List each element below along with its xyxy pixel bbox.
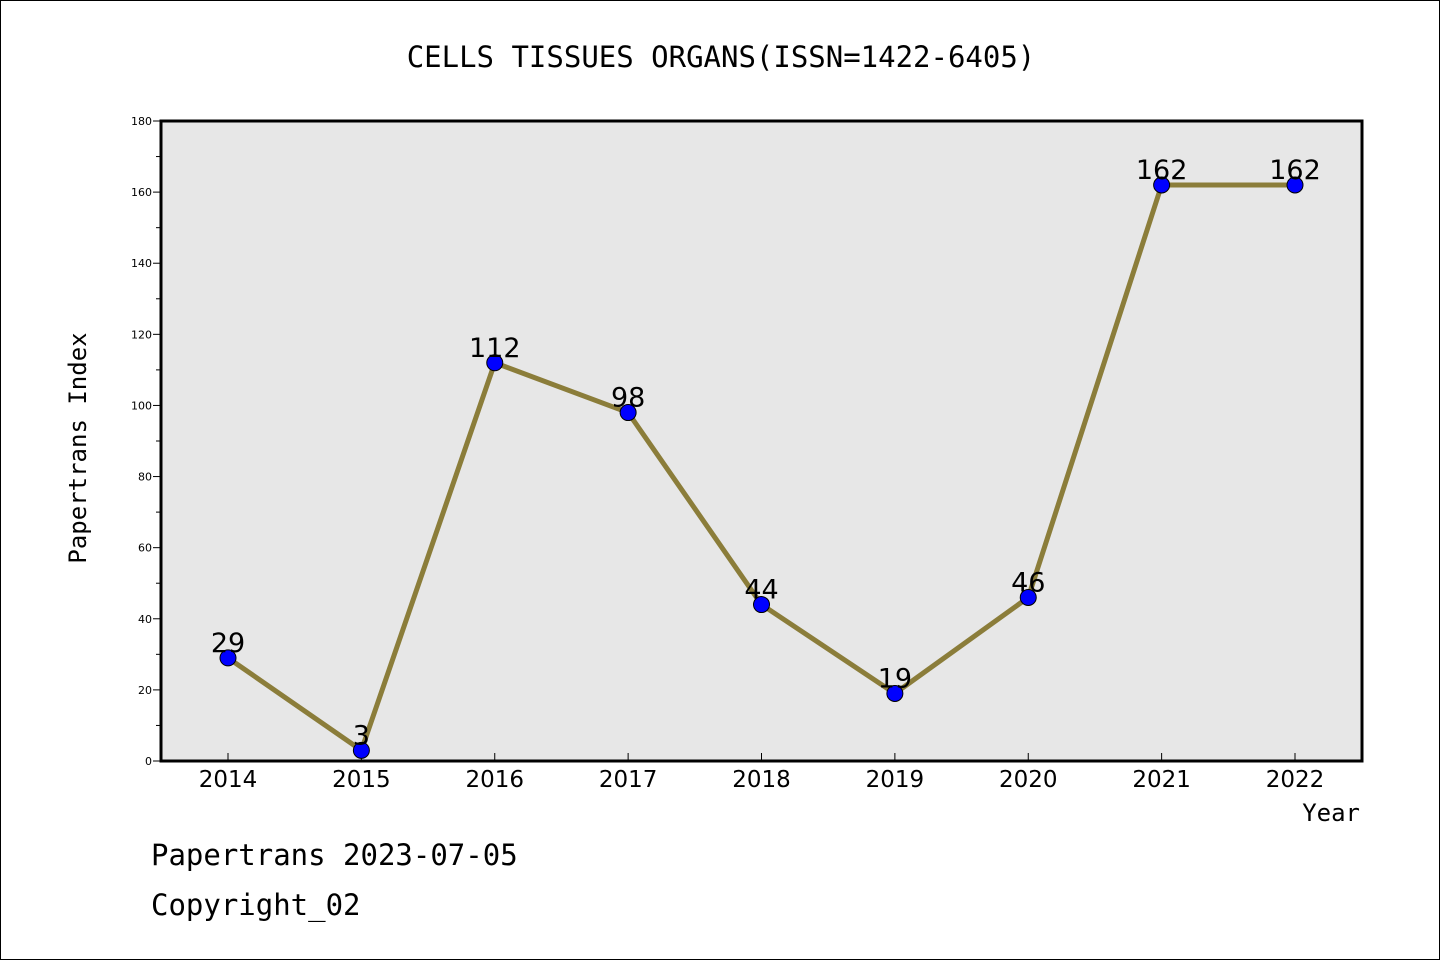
data-point (619, 404, 637, 422)
x-tick-label: 2020 (999, 767, 1058, 793)
data-point (1019, 588, 1037, 606)
chart-title: CELLS TISSUES ORGANS(ISSN=1422-6405) (407, 40, 1036, 74)
y-axis: 0 20 40 60 80 100 120 140 160 180 (131, 115, 161, 768)
data-label: 19 (878, 663, 912, 694)
series-layer (219, 176, 1304, 759)
y-tick-label: 20 (138, 684, 152, 697)
y-tick-label: 60 (138, 542, 152, 555)
x-tick-label: 2015 (332, 767, 391, 793)
y-axis-label: Papertrans Index (64, 332, 92, 563)
x-tick-label: 2022 (1266, 767, 1325, 793)
data-label: 98 (611, 383, 645, 414)
x-tick-label: 2016 (465, 767, 524, 793)
data-labels: 29 3 112 98 44 19 46 162 162 (211, 155, 1321, 751)
y-tick-label: 160 (131, 186, 152, 199)
data-point (753, 596, 770, 614)
data-label: 112 (469, 333, 521, 364)
data-label: 46 (1011, 567, 1045, 598)
x-tick-label: 2021 (1132, 767, 1191, 793)
y-tick-label: 140 (131, 257, 152, 270)
data-label: 162 (1136, 155, 1188, 186)
x-tick-label: 2019 (866, 767, 925, 793)
footer-copyright: Copyright_02 (151, 888, 361, 923)
y-tick-label: 120 (131, 328, 152, 341)
y-tick-label: 180 (131, 115, 152, 128)
plot-area (159, 119, 1364, 763)
x-axis: 2014 2015 2016 2017 2018 2019 2020 2021 2022 (199, 753, 1325, 793)
y-tick-label: 40 (138, 613, 152, 626)
footer-date: Papertrans 2023-07-05 (151, 838, 518, 872)
data-label: 3 (353, 720, 370, 751)
data-point (1153, 176, 1171, 194)
x-tick-label: 2014 (199, 767, 258, 793)
y-tick-label: 0 (145, 755, 152, 768)
x-tick-label: 2018 (732, 767, 791, 793)
data-point (1286, 176, 1304, 194)
data-point (886, 684, 904, 702)
x-axis-label: Year (1302, 799, 1360, 827)
data-point (352, 741, 370, 759)
data-label: 29 (211, 628, 245, 659)
data-label: 162 (1269, 155, 1321, 186)
y-tick-label: 100 (131, 399, 152, 412)
data-label: 44 (744, 575, 778, 606)
data-point (219, 649, 237, 667)
y-tick-label: 80 (138, 471, 152, 484)
x-tick-label: 2017 (599, 767, 658, 793)
data-point (486, 354, 504, 372)
